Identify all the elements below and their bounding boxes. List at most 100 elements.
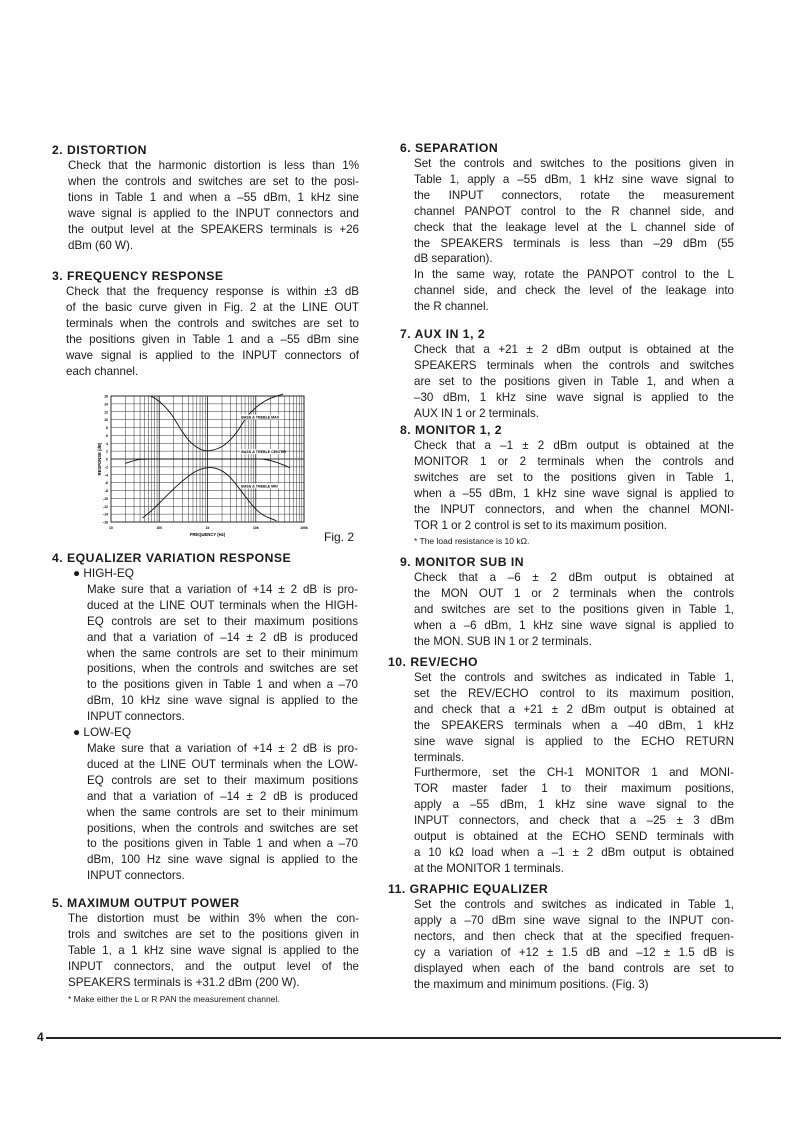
text-line: when the same controls are set to their …: [87, 805, 358, 819]
series-label-background: [240, 414, 283, 420]
paragraph: Set the controls and switches as indicat…: [414, 670, 734, 765]
x-tick-label: 100: [156, 526, 162, 530]
series-curve: [125, 458, 291, 469]
text-line: channel side, and check the level of the…: [414, 284, 734, 298]
text-line: Check that a +21 ± 2 dBm output is obtai…: [414, 343, 734, 356]
text-line: MONITOR 1 or 2 terminals when the contro…: [414, 454, 734, 468]
y-tick-label: 4: [106, 442, 108, 446]
x-tick-label: 1k: [206, 526, 210, 530]
text-line: a 10 kΩ load when a –1 ± 2 dBm output is…: [414, 845, 734, 859]
text-line: to the positions given in Table 1 and wh…: [87, 678, 358, 692]
text-line: Make sure that a variation of +14 ± 2 dB…: [87, 582, 358, 596]
section-separation: 6. SEPARATION Set the controls and switch…: [400, 140, 740, 315]
series-label: BASS & TREBLE CENTER: [241, 450, 286, 454]
y-axis-label: RESPONSE (dB): [97, 442, 102, 475]
footnote: * The load resistance is 10 kΩ.: [414, 536, 530, 547]
text-line: when the same controls are set to their …: [87, 646, 358, 660]
series-label-background: [240, 483, 283, 489]
section-frequency-response: 3. FREQUENCY RESPONSE Check that the freq…: [52, 268, 362, 379]
y-tick-label: 10: [104, 418, 108, 422]
text-line: set the REV/ECHO control to its maximum …: [414, 686, 734, 700]
section-graphic-equalizer: 11. GRAPHIC EQUALIZER Set the controls an…: [388, 881, 740, 992]
paragraph: Check that a –6 ± 2 dBm output is obtain…: [414, 570, 734, 650]
y-tick-label: -2: [105, 465, 108, 469]
text-line: positions, when the controls and switche…: [87, 821, 358, 835]
section-heading: 9. MONITOR SUB IN: [400, 555, 525, 569]
x-axis-label: FREQUENCY (Hz): [190, 532, 226, 537]
y-tick-label: -6: [105, 481, 108, 485]
x-tick-label: 10k: [253, 526, 259, 530]
text-line: positions, when the controls and switche…: [87, 662, 358, 676]
text-line: trols and switches are set to the positi…: [68, 927, 359, 941]
text-line: AUX IN 1 or 2 terminals.: [414, 406, 539, 420]
text-line: Table 1, a 1 kHz sine wave signal is app…: [68, 943, 359, 957]
paragraph: Set the controls and switches to the pos…: [414, 156, 734, 267]
text-line: and that a variation of –14 ± 2 dB is pr…: [87, 630, 358, 644]
text-line: cy a variation of +12 ± 1.5 dB and –12 ±…: [414, 945, 734, 959]
text-line: the maximum and minimum positions. (Fig.…: [414, 977, 649, 991]
text-line: INPUT connectors, and check that a –25 ±…: [414, 814, 734, 828]
text-line: –30 dBm, 1 kHz sine wave signal is appli…: [414, 390, 734, 404]
text-line: channel PANPOT control to the R channel …: [414, 204, 734, 218]
y-tick-label: 14: [104, 402, 108, 406]
section-aux-in: 7. AUX IN 1, 2 Check that a +21 ± 2 dBm o…: [400, 326, 740, 422]
paragraph: ● HIGH-EQ Make sure that a variation of +…: [73, 566, 358, 725]
footer-rule: [46, 1037, 781, 1039]
series-label: BASS & TREBLE MAX: [241, 415, 280, 419]
y-tick-label: -14: [103, 513, 108, 517]
text-line: and that a variation of –14 ± 2 dB is pr…: [87, 789, 358, 803]
text-line: the INPUT connectors, and when the chann…: [414, 502, 734, 516]
paragraph: Set the controls and switches as indicat…: [414, 897, 734, 992]
text-line: each channel.: [66, 364, 139, 378]
series-curve: [150, 393, 284, 452]
series-curve: [142, 467, 277, 522]
section-distortion: 2. DISTORTION Check that the harmonic dis…: [52, 142, 362, 253]
text-line: the MON OUT 1 or 2 terminals when the co…: [414, 586, 734, 600]
text-line: Check that the frequency response is wit…: [66, 285, 359, 298]
text-line: the R channel.: [414, 300, 489, 314]
text-line: INPUT connectors.: [87, 710, 185, 724]
section-monitor-sub-in: 9. MONITOR SUB IN Check that a –6 ± 2 dBm…: [400, 554, 740, 650]
text-line: the SPEAKERS terminals is less than –29 …: [414, 236, 734, 250]
text-line: Table 1, apply a –55 dBm, 1 kHz sine wav…: [414, 172, 734, 186]
paragraph: In the same way, rotate the PANPOT contr…: [414, 267, 734, 315]
text-line: and switches are set to the positions gi…: [414, 602, 734, 616]
text-line: are set to the positions given in Table …: [414, 374, 734, 388]
section-heading: 11. GRAPHIC EQUALIZER: [388, 882, 549, 896]
text-line: when a –55 dBm, 1 kHz sine wave signal i…: [414, 486, 734, 500]
text-line: Set the controls and switches as indicat…: [414, 671, 734, 684]
text-line: at the MONITOR 1 terminals.: [414, 861, 564, 875]
section-heading: 7. AUX IN 1, 2: [400, 327, 486, 341]
page-number: 4: [37, 1030, 44, 1044]
text-line: terminals.: [414, 750, 465, 764]
section-heading: 8. MONITOR 1, 2: [400, 423, 503, 437]
paragraph: Check that the harmonic distortion is le…: [68, 158, 359, 253]
paragraph: Check that a –1 ± 2 dBm output is obtain…: [414, 438, 734, 533]
y-tick-label: -16: [103, 521, 108, 525]
series-label-background: [240, 449, 283, 455]
text-line: tions in Table 1 and when a –55 dBm, 1 k…: [68, 190, 359, 204]
text-line: the MON. SUB IN 1 or 2 terminals.: [414, 634, 592, 648]
text-line: the INPUT connectors, rotate the measure…: [414, 188, 734, 202]
section-heading: 3. FREQUENCY RESPONSE: [52, 269, 224, 283]
paragraph: The distortion must be within 3% when th…: [68, 911, 359, 991]
text-line: The distortion must be within 3% when th…: [68, 912, 359, 925]
y-tick-label: -10: [103, 497, 108, 501]
text-line: In the same way, rotate the PANPOT contr…: [414, 268, 734, 282]
text-line: Furthermore, set the CH-1 MONITOR 1 and …: [414, 766, 734, 780]
text-line: when a –6 dBm, 1 kHz sine wave signal is…: [414, 618, 734, 632]
y-tick-label: -8: [105, 489, 108, 493]
y-tick-label: 8: [106, 426, 108, 430]
figure-caption: Fig. 2: [324, 530, 355, 544]
text-line: check that the leakage level at the L ch…: [414, 220, 734, 234]
y-tick-label: -4: [105, 473, 108, 477]
text-line: terminals when the controls and switches…: [66, 316, 359, 330]
section-heading: 5. MAXIMUM OUTPUT POWER: [52, 896, 240, 910]
text-line: when the controls and switches are set t…: [68, 174, 359, 188]
paragraph: Check that the frequency response is wit…: [66, 284, 359, 379]
text-line: TOR 1 or 2 control is set to its maximum…: [414, 518, 668, 532]
x-tick-label: 10: [109, 526, 113, 530]
text-line: nectors, and then check that at the spec…: [414, 929, 734, 943]
y-tick-label: 6: [106, 434, 108, 438]
